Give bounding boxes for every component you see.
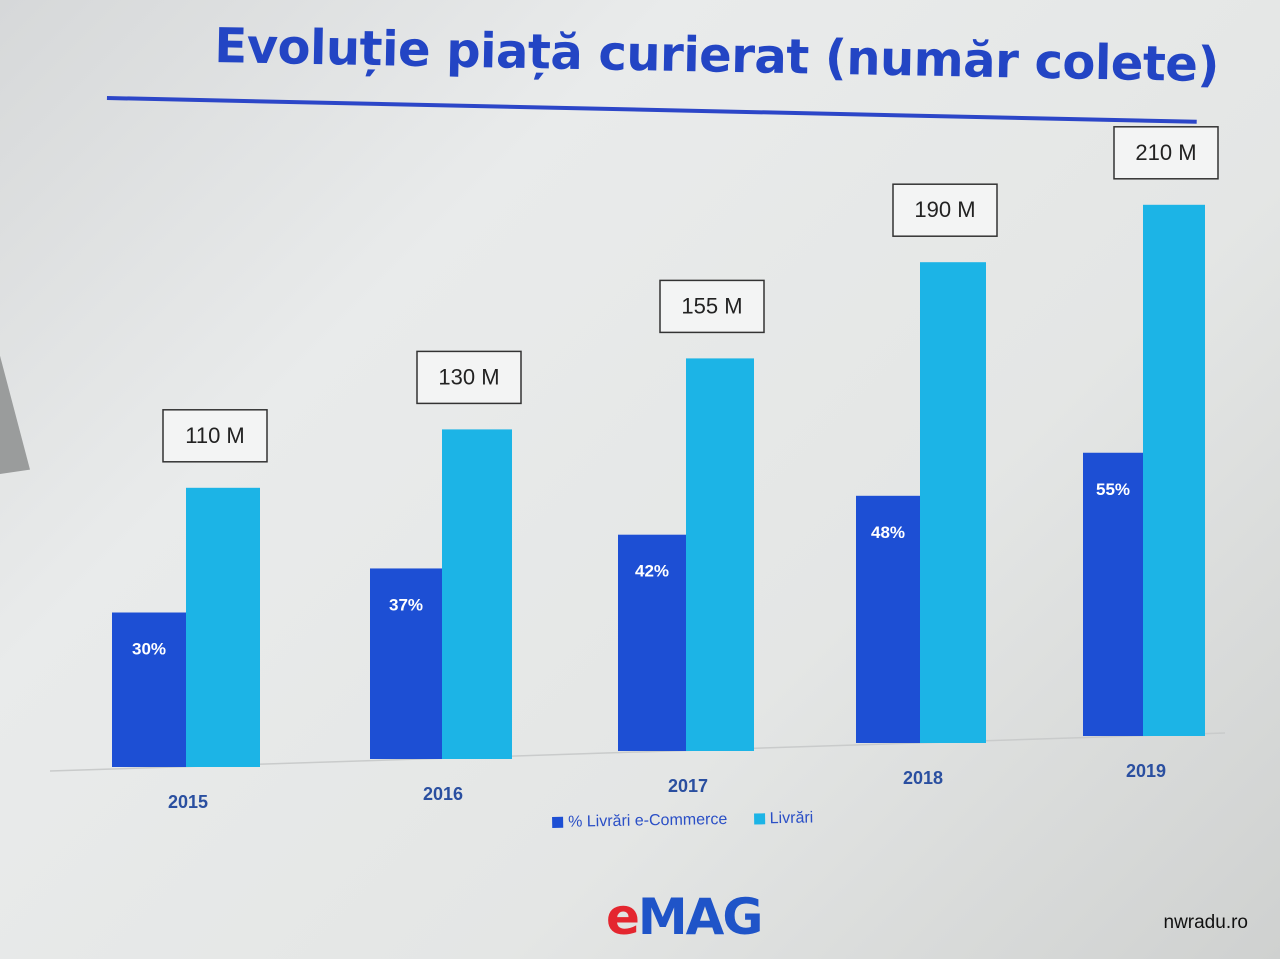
x-tick-label-2018: 2018 (903, 768, 943, 788)
legend-swatch-ecommerce (552, 816, 564, 828)
data-label-box-2016 (416, 350, 522, 405)
data-label-livrari-2015: 110 M (185, 423, 245, 448)
data-label-ecommerce-2017: 42% (635, 562, 669, 581)
x-tick-label-2017: 2017 (668, 776, 708, 796)
bar-ecommerce-2019 (1083, 452, 1143, 736)
legend-label-ecommerce: % Livrări e-Commerce (567, 810, 728, 831)
data-label-box-2017 (659, 279, 765, 334)
data-label-livrari-2017: 155 M (681, 293, 742, 318)
legend-item-ecommerce: % Livrări e-Commerce (552, 811, 727, 832)
data-label-ecommerce-2018: 48% (871, 523, 905, 542)
data-label-livrari-2018: 190 M (914, 197, 975, 222)
data-label-livrari-2016: 130 M (438, 364, 499, 389)
emag-logo: eMAG (606, 888, 763, 946)
bar-ecommerce-2018 (856, 495, 920, 743)
legend-item-livrari: Livrări (753, 809, 814, 828)
bar-ecommerce-2015 (112, 612, 186, 767)
bar-ecommerce-2017 (618, 534, 686, 751)
data-label-ecommerce-2015: 30% (132, 640, 166, 659)
legend-label-livrari: Livrări (769, 809, 814, 828)
bar-livrari-2016 (442, 429, 512, 759)
data-label-ecommerce-2019: 55% (1096, 480, 1130, 499)
bar-livrari-2018 (920, 262, 986, 743)
data-label-livrari-2019: 210 M (1135, 140, 1196, 165)
watermark: nwradu.ro (1163, 912, 1249, 933)
x-tick-label-2016: 2016 (423, 784, 463, 804)
bar-livrari-2015 (186, 487, 260, 767)
data-label-box-2018 (892, 183, 998, 237)
legend-swatch-livrari (753, 813, 765, 825)
data-label-box-2019 (1113, 126, 1219, 180)
x-tick-label-2019: 2019 (1126, 761, 1166, 781)
bar-livrari-2017 (686, 358, 754, 751)
bar-ecommerce-2016 (370, 568, 442, 759)
bar-livrari-2019 (1143, 204, 1205, 737)
data-label-ecommerce-2016: 37% (389, 595, 423, 614)
data-label-box-2015 (162, 409, 268, 463)
x-tick-label-2015: 2015 (168, 792, 208, 812)
